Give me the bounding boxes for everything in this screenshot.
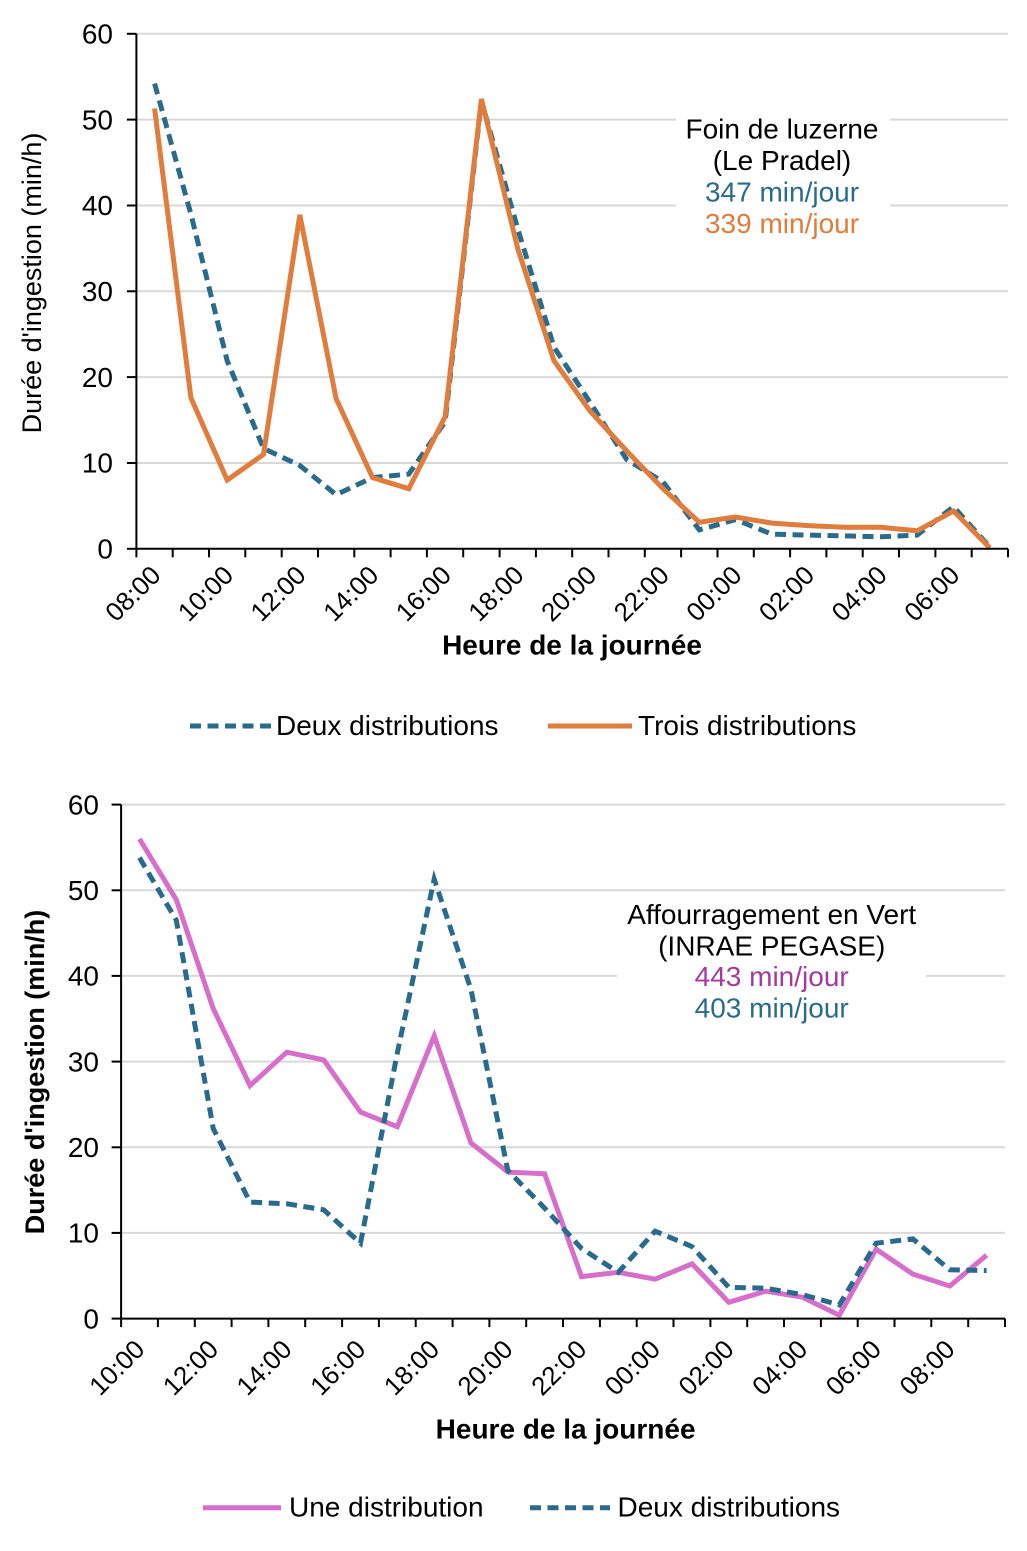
svg-text:Durée d'ingestion (min/h): Durée d'ingestion (min/h) (20, 910, 50, 1234)
svg-text:403 min/jour: 403 min/jour (695, 992, 849, 1023)
svg-text:60: 60 (68, 789, 99, 820)
svg-text:0: 0 (83, 1303, 99, 1334)
svg-text:Deux distributions: Deux distributions (276, 710, 499, 741)
svg-text:40: 40 (82, 190, 113, 221)
svg-text:Deux distributions: Deux distributions (618, 1492, 841, 1523)
svg-text:10: 10 (82, 448, 113, 479)
svg-text:40: 40 (68, 961, 99, 992)
svg-text:20: 20 (68, 1132, 99, 1163)
svg-text:10: 10 (68, 1218, 99, 1249)
svg-text:(INRAE PEGASE): (INRAE PEGASE) (658, 930, 885, 961)
svg-text:Durée d'ingestion (min/h): Durée d'ingestion (min/h) (17, 133, 47, 434)
svg-text:30: 30 (68, 1046, 99, 1077)
svg-text:Heure de la journée: Heure de la journée (436, 1413, 696, 1444)
svg-text:50: 50 (82, 104, 113, 135)
svg-text:50: 50 (68, 875, 99, 906)
svg-text:347 min/jour: 347 min/jour (705, 177, 859, 208)
svg-text:Affourragement en Vert: Affourragement en Vert (627, 899, 916, 930)
svg-text:30: 30 (82, 276, 113, 307)
svg-text:Foin de luzerne: Foin de luzerne (685, 114, 878, 145)
svg-text:Heure de la journée: Heure de la journée (442, 630, 702, 661)
svg-text:20: 20 (82, 362, 113, 393)
svg-text:(Le Pradel): (Le Pradel) (713, 145, 852, 176)
svg-text:60: 60 (82, 19, 113, 50)
svg-text:443 min/jour: 443 min/jour (695, 961, 849, 992)
svg-text:Trois distributions: Trois distributions (638, 710, 856, 741)
svg-text:Une distribution: Une distribution (289, 1492, 484, 1523)
svg-text:339 min/jour: 339 min/jour (705, 208, 859, 239)
svg-text:0: 0 (97, 534, 113, 565)
